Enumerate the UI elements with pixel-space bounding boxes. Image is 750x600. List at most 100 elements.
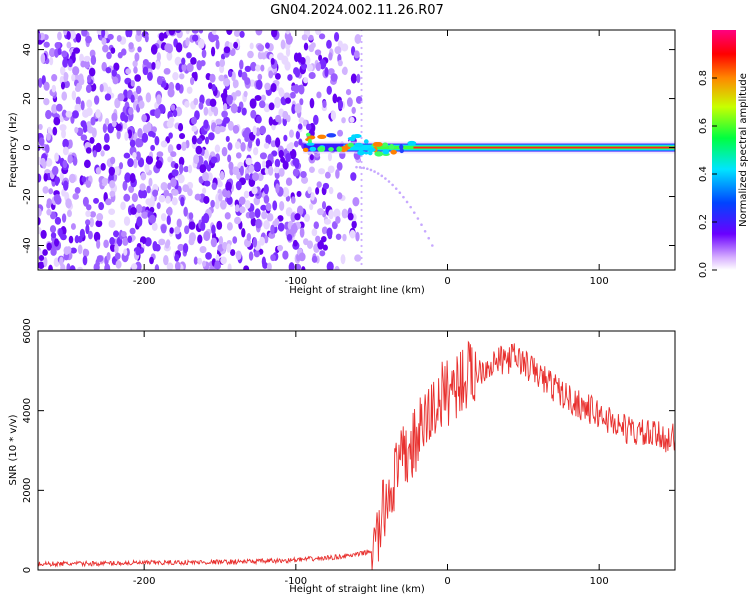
heatmap-cell xyxy=(101,61,107,72)
heatmap-cell xyxy=(357,150,365,156)
heatmap-cell xyxy=(296,205,304,216)
heatmap-cell xyxy=(337,59,343,67)
heatmap-cell xyxy=(53,116,61,126)
heatmap-cell xyxy=(191,135,197,145)
heatmap-cell xyxy=(399,148,404,154)
heatmap-cell xyxy=(203,119,209,129)
heatmap-cell xyxy=(322,100,327,108)
heatmap-cell xyxy=(182,243,189,254)
heatmap-cell xyxy=(231,71,236,82)
heatmap-cell xyxy=(61,91,68,101)
heatmap-cell xyxy=(199,164,207,174)
heatmap-cell xyxy=(45,109,52,120)
x-tick-label: -100 xyxy=(284,576,307,587)
spectrogram-x-axis: -200 -100 0 100 xyxy=(133,30,609,287)
heatmap-cell xyxy=(317,134,327,139)
heatmap-cell xyxy=(226,196,233,205)
heatmap-cell xyxy=(54,178,59,186)
heatmap-cell xyxy=(55,103,63,112)
heatmap-cell xyxy=(62,138,69,149)
heatmap-cell xyxy=(330,110,337,121)
heatmap-cell xyxy=(203,106,209,116)
heatmap-cell xyxy=(318,33,326,40)
heatmap-cell xyxy=(174,162,179,169)
heatmap-cell xyxy=(219,199,227,210)
heatmap-cell xyxy=(328,186,334,195)
heatmap-cell xyxy=(96,239,101,249)
colorbar-tick-label: 0.8 xyxy=(698,70,709,86)
heatmap-cell xyxy=(360,196,363,200)
heatmap-cell xyxy=(128,185,135,193)
heatmap-cell xyxy=(193,154,200,165)
x-tick-label: -200 xyxy=(133,576,156,587)
heatmap-cell xyxy=(62,58,69,68)
heatmap-cell xyxy=(77,266,84,270)
y-tick-label: 4000 xyxy=(22,398,33,423)
heatmap-cell xyxy=(108,166,116,176)
heatmap-cell xyxy=(290,223,298,234)
heatmap-cell xyxy=(273,166,281,174)
heatmap-cell xyxy=(255,64,261,72)
heatmap-cell xyxy=(43,41,50,48)
heatmap-cell xyxy=(40,157,46,167)
heatmap-cell xyxy=(85,210,91,218)
heatmap-cell xyxy=(223,78,231,87)
heatmap-cell xyxy=(191,34,199,42)
heatmap-cell xyxy=(407,140,417,146)
heatmap-cell xyxy=(264,235,269,244)
heatmap-cell xyxy=(412,211,416,214)
heatmap-cell xyxy=(243,90,248,98)
heatmap-cell xyxy=(226,222,233,231)
heatmap-cell xyxy=(210,46,216,57)
heatmap-cell xyxy=(59,171,64,182)
heatmap-cell xyxy=(109,237,115,246)
heatmap-cell xyxy=(337,129,344,137)
heatmap-cell xyxy=(285,152,292,163)
heatmap-cell xyxy=(324,171,331,179)
heatmap-cell xyxy=(108,208,116,216)
heatmap-cell xyxy=(330,73,338,82)
heatmap-cell xyxy=(220,256,227,265)
y-tick-label: 6000 xyxy=(22,318,33,343)
heatmap-cell xyxy=(243,190,250,199)
heatmap-cell xyxy=(180,196,185,207)
heatmap-cell xyxy=(93,262,100,270)
heatmap-cell xyxy=(202,171,209,182)
heatmap-cell xyxy=(184,100,190,108)
heatmap-cell xyxy=(226,190,231,199)
heatmap-cell xyxy=(257,44,265,52)
heatmap-cell xyxy=(326,133,337,138)
heatmap-cell xyxy=(265,134,272,145)
heatmap-cell xyxy=(277,215,284,222)
heatmap-cell xyxy=(239,206,246,214)
heatmap-cell xyxy=(222,241,228,250)
heatmap-cell xyxy=(115,260,122,269)
heatmap-cell xyxy=(160,224,167,234)
snr-series xyxy=(38,340,675,570)
heatmap-cell xyxy=(272,200,278,211)
heatmap-cell xyxy=(354,142,364,148)
heatmap-cell xyxy=(225,135,230,142)
heatmap-cell xyxy=(131,263,138,270)
heatmap-cell xyxy=(232,166,240,176)
heatmap-cell xyxy=(151,222,158,232)
heatmap-cell xyxy=(257,172,264,182)
heatmap-cell xyxy=(298,117,305,124)
heatmap-cell xyxy=(285,30,291,35)
heatmap-cell xyxy=(351,220,357,229)
heatmap-cell xyxy=(67,209,72,218)
heatmap-cell xyxy=(360,202,363,206)
heatmap-cell xyxy=(144,33,149,43)
heatmap-cell xyxy=(156,94,162,105)
heatmap-cell xyxy=(253,147,259,156)
heatmap-cell xyxy=(305,123,312,131)
heatmap-cell xyxy=(374,151,384,157)
heatmap-cell xyxy=(336,162,343,171)
heatmap-cell xyxy=(107,33,114,40)
heatmap-cell xyxy=(123,193,131,202)
heatmap-cell xyxy=(148,214,157,224)
heatmap-cell xyxy=(93,95,100,105)
heatmap-cell xyxy=(38,207,42,217)
heatmap-cell xyxy=(110,156,116,165)
heatmap-cell xyxy=(54,48,59,58)
